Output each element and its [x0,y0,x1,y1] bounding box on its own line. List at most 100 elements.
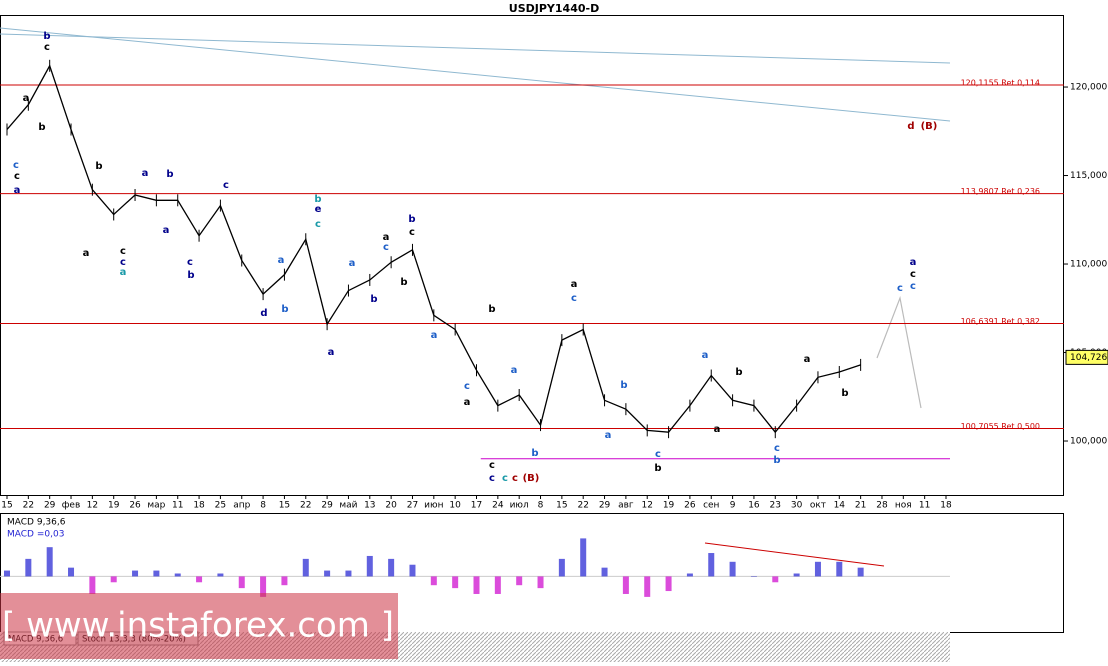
wave-label: c [120,246,126,257]
macd-bar [814,561,821,577]
wave-label: c [13,160,19,171]
macd-bar [729,561,736,577]
macd-bar [68,567,75,577]
wave-label: c [489,460,495,471]
macd-bar [665,576,672,592]
x-tick-label: 29 [599,501,611,511]
wave-label: c [655,449,661,460]
x-tick-label: 10 [449,501,461,511]
wave-label: b [531,448,538,459]
macd-bar [558,558,565,577]
macd-trend [704,542,885,567]
macd-value: MACD =0,03 [7,530,64,540]
x-tick-label: 18 [940,501,952,511]
wave-label: c [464,381,470,392]
wave-label: b [166,169,173,180]
wave-label: d [260,308,267,319]
x-tick-label: 25 [215,501,226,511]
wave-label: d [907,121,914,132]
x-tick-label: май [339,501,357,511]
wave-label: a [349,258,356,269]
wave-label: b [735,367,742,378]
wave-label: c [409,227,415,238]
x-tick-label: 15 [556,501,567,511]
x-tick-label: июн [424,501,443,511]
y-tick-label: 110,000 [1070,260,1107,270]
wave-label: a [23,93,30,104]
wave-label: a [83,248,90,259]
macd-bar [345,570,352,577]
macd-bar [516,576,523,586]
wave-label: (B) [921,121,938,132]
x-tick-label: 20 [385,501,397,511]
macd-bar [452,576,459,589]
macd-bar [302,558,309,577]
x-tick-label: авг [618,501,634,511]
x-tick-label: 8 [260,501,266,511]
x-tick-label: 19 [108,501,120,511]
wave-label: a [431,330,438,341]
wave-label: c [223,180,229,191]
macd-bar [89,576,96,594]
macd-bar [132,570,139,577]
macd-bar [281,576,288,586]
macd-bar [686,573,693,577]
macd-bar [601,567,608,577]
x-tick-label: 29 [321,501,333,511]
macd-bar [153,570,160,577]
macd-bar [644,576,651,597]
trend-line [0,33,951,64]
price-frame [0,15,1064,496]
macd-bar [750,576,757,577]
price-line [6,64,861,434]
macd-bar [4,570,10,577]
x-tick-label: 12 [87,501,98,511]
macd-bar [622,576,629,594]
dynamic: 100,000105,000110,000115,000120,000104,7… [0,31,1108,646]
x-tick-label: 16 [748,501,760,511]
macd-bar [772,576,779,583]
x-tick-label: 15 [1,501,12,511]
macd-bar [46,547,53,577]
wave-label: b [314,194,321,205]
x-tick-label: 22 [23,501,34,511]
level-label: 100,7055 Ret 0,500 [961,422,1040,431]
x-tick-label: 14 [834,501,846,511]
wave-label: e [315,204,322,215]
x-tick-label: 11 [919,501,930,511]
wave-label: c [774,443,780,454]
wave-label: a [571,279,578,290]
macd-bar [366,555,373,577]
macd-bar [708,553,715,577]
macd-bar [196,576,203,583]
y-tick-label: 115,000 [1070,171,1107,181]
projection [876,295,922,409]
x-tick-label: мар [147,501,165,511]
x-tick-label: 12 [642,501,653,511]
macd-bar [430,576,437,586]
wave-label: a [714,424,721,435]
wave-label: c [897,283,903,294]
x-tick-label: июл [510,501,529,511]
macd-bar [857,567,864,577]
macd-bar [793,573,800,577]
x-tick-label: 28 [876,501,888,511]
wave-label: a [163,225,170,236]
macd-bar [217,573,224,577]
macd-bar [174,573,181,577]
x-tick-label: 22 [300,501,311,511]
x-tick-label: 27 [407,501,418,511]
wave-label: a [702,350,709,361]
trend-line [0,27,951,122]
current-price-box [1065,349,1108,365]
wave-label: c [571,293,577,304]
x-tick-label: 26 [129,501,141,511]
macd-bar [25,558,32,577]
wave-label: c [910,269,916,280]
wave-label: a [120,267,127,278]
wave-label: b [654,463,661,474]
x-tick-label: ноя [895,501,912,511]
wave-label: b [281,304,288,315]
wave-label: c [910,281,916,292]
